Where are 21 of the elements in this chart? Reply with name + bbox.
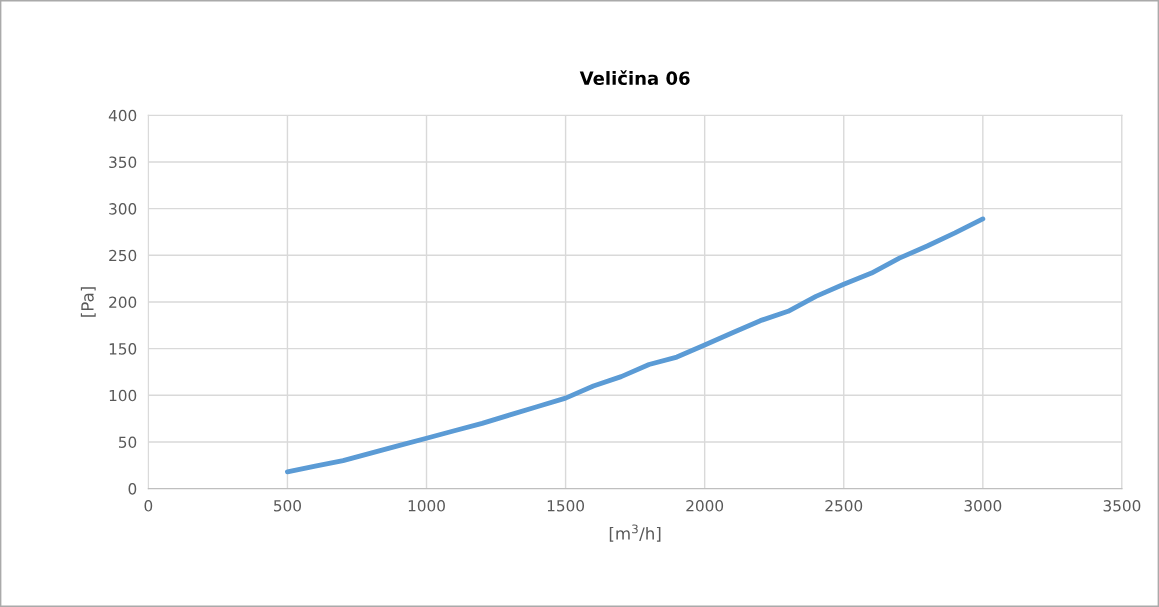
x-tick-label: 3500 bbox=[1103, 500, 1141, 512]
x-tick-label: 2500 bbox=[825, 500, 863, 512]
x-axis-title: [m$^{3}$/h] bbox=[609, 524, 661, 542]
x-tick-label: 3000 bbox=[964, 500, 1002, 512]
x-tick-label: 2000 bbox=[686, 500, 724, 512]
y-tick-label: 50 bbox=[118, 436, 137, 448]
y-tick-label: 250 bbox=[109, 249, 137, 262]
y-tick-label: 0 bbox=[128, 483, 137, 495]
y-tick-label: 200 bbox=[109, 296, 137, 308]
y-axis-title: [Pa] bbox=[80, 287, 96, 317]
y-tick-label: 100 bbox=[109, 389, 137, 402]
y-tick-label: 300 bbox=[109, 203, 137, 215]
x-tick-label: 1000 bbox=[408, 500, 445, 512]
y-tick-label: 400 bbox=[108, 109, 137, 122]
y-tick-label: 150 bbox=[109, 343, 137, 355]
x-tick-label: 1500 bbox=[547, 500, 585, 512]
chart-title: Veličina 06 bbox=[579, 70, 690, 86]
line-series bbox=[285, 216, 986, 475]
x-tick-label: 500 bbox=[274, 500, 301, 512]
y-tick-label: 350 bbox=[109, 156, 137, 169]
x-tick-label: 0 bbox=[144, 500, 153, 512]
